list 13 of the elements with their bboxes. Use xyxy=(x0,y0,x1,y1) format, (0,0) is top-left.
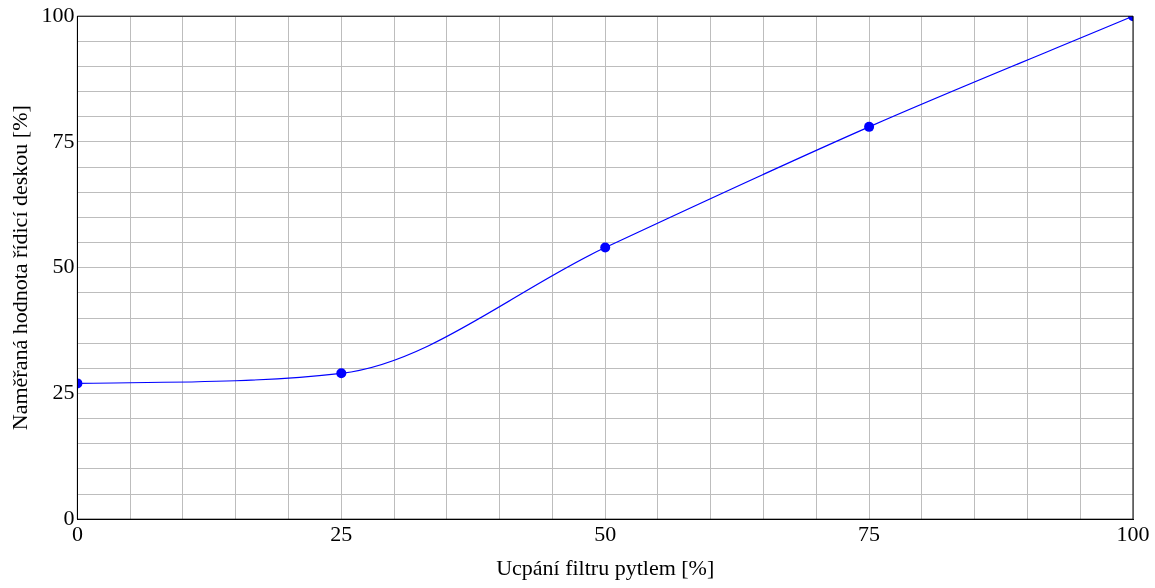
x-tick-label: 75 xyxy=(858,521,881,547)
x-tick-label: 50 xyxy=(594,521,617,547)
y-tick-label: 50 xyxy=(52,253,75,279)
y-axis-title: Naměřaná hodnota řídicí deskou [%] xyxy=(6,105,32,431)
y-tick-label: 25 xyxy=(52,379,75,405)
y-tick-label: 100 xyxy=(41,1,75,27)
point xyxy=(336,368,347,379)
point xyxy=(600,242,611,253)
point xyxy=(864,121,875,132)
x-axis-title: Ucpání filtru pytlem [%] xyxy=(496,554,715,580)
y-tick-label: 75 xyxy=(52,127,75,153)
x-tick-label: 100 xyxy=(1116,521,1150,547)
x-tick-label: 25 xyxy=(330,521,353,547)
